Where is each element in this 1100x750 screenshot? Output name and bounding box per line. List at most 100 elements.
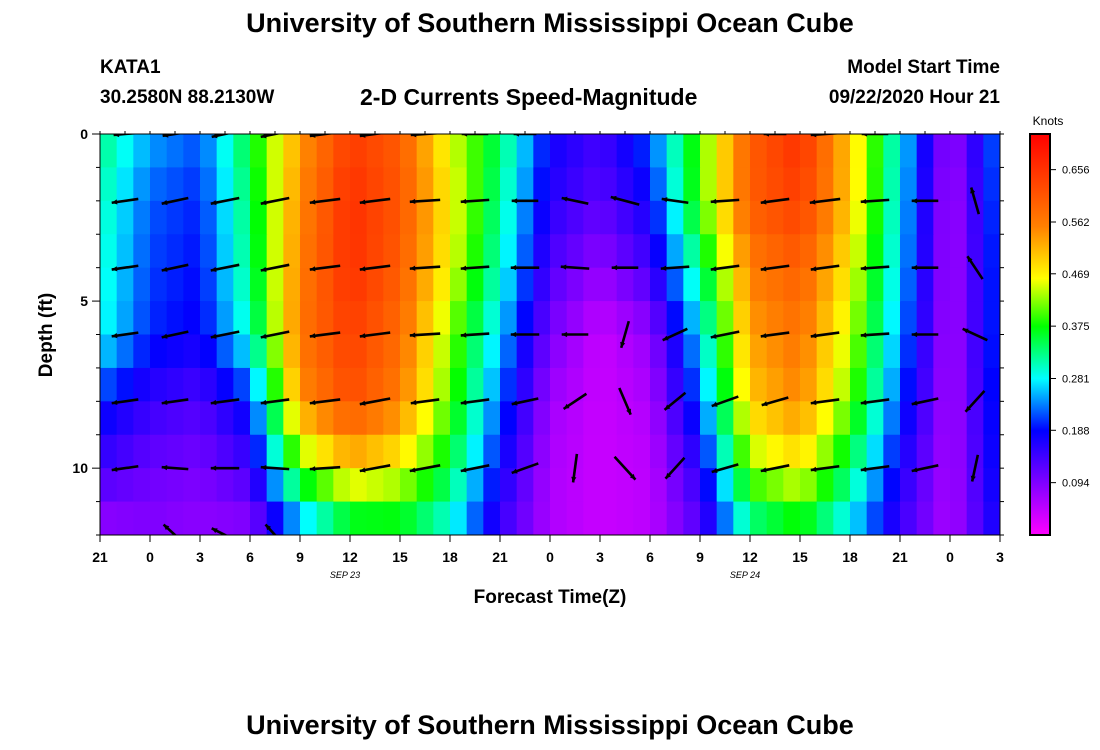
heatmap-cell [116,334,134,369]
current-vector-arrow [966,255,984,280]
heatmap-cell [333,434,351,469]
heatmap-cell [150,134,168,169]
heatmap-cell [766,334,784,369]
current-vector-arrow [161,398,189,406]
heatmap-cell [550,367,568,402]
heatmap-cell [183,167,201,202]
heatmap-cell [833,367,851,402]
heatmap-cell [866,134,884,169]
heatmap-cell [916,267,934,302]
heatmap-cell [833,334,851,369]
current-vector-arrow [211,527,228,535]
heatmap-cell [683,468,701,503]
x-tick-label: 12 [742,549,758,565]
heatmap-cell [916,200,934,235]
heatmap-cell [283,401,301,436]
heatmap-cell [250,267,268,302]
heatmap-cell [550,267,568,302]
heatmap-cell [883,468,901,503]
heatmap-cell [900,234,918,269]
current-vector-arrow [210,263,240,273]
heatmap-cell [650,434,668,469]
heatmap-cell [583,134,601,169]
heatmap-cell [800,501,818,535]
heatmap-cell [483,468,501,503]
heatmap-cell [566,301,584,336]
heatmap-cell [950,501,968,535]
current-vector-arrow [410,134,440,138]
heatmap-cell [250,401,268,436]
heatmap-cell [100,234,118,269]
heatmap-cell [500,334,518,369]
heatmap-cell [333,167,351,202]
heatmap-cell [700,200,718,235]
heatmap-cell [633,468,651,503]
heatmap-cell [633,200,651,235]
heatmap-cell [883,301,901,336]
heatmap-cell [566,501,584,535]
heatmap-cell [366,401,384,436]
heatmap-cell [383,334,401,369]
y-tick-label: 5 [80,293,88,309]
heatmap-cell [433,434,451,469]
heatmap-cell [350,468,368,503]
heatmap-cell [533,167,551,202]
heatmap-cell [983,501,1000,535]
heatmap-cell [150,401,168,436]
heatmap-cell [583,501,601,535]
heatmap-cell [350,267,368,302]
heatmap-cell [966,434,984,469]
heatmap-cells [100,134,1000,535]
heatmap-cell [316,468,334,503]
heatmap-cell [816,200,834,235]
heatmap-cell [800,301,818,336]
heatmap-cell [916,167,934,202]
heatmap-cell [233,134,251,169]
heatmap-cell [666,301,684,336]
heatmap-cell [633,234,651,269]
current-vector-arrow [611,265,639,271]
current-vector-arrow [860,198,890,205]
heatmap-cell [583,200,601,235]
y-axis: 0 5 10 [72,126,1004,536]
heatmap-cell [916,501,934,535]
heatmap-cell [483,401,501,436]
heatmap-cell [216,167,234,202]
heatmap-cell [616,301,634,336]
heatmap-cell [483,267,501,302]
heatmap-cell [233,200,251,235]
heatmap-cell [316,301,334,336]
heatmap-cell [766,401,784,436]
heatmap-cell [950,267,968,302]
heatmap-cell [250,167,268,202]
current-vector-arrow [211,134,232,139]
current-vector-arrow [810,264,840,272]
heatmap-cell [416,167,434,202]
current-vector-arrow [710,198,740,205]
x-tick-label: 21 [92,549,108,565]
heatmap-cell [883,267,901,302]
heatmap-cell [783,301,801,336]
heatmap-cell [600,234,618,269]
heatmap-cell [800,267,818,302]
heatmap-cell [350,367,368,402]
heatmap-cell [650,167,668,202]
current-vector-arrow [561,196,589,205]
heatmap-cell [450,200,468,235]
heatmap-cell [133,200,151,235]
current-vector-arrow [161,464,189,471]
x-tick-label: 21 [892,549,908,565]
heatmap-cell [500,367,518,402]
heatmap-cell [183,468,201,503]
heatmap-cell [783,501,801,535]
heatmap-cell [600,501,618,535]
heatmap-cell [616,267,634,302]
heatmap-cell [116,501,134,535]
y-axis-label: Depth (ft) [36,293,57,377]
heatmap-cell [883,134,901,169]
heatmap-cell [650,367,668,402]
heatmap-cell [100,367,118,402]
heatmap-cell [350,334,368,369]
heatmap-cell [816,267,834,302]
heatmap-cell [450,234,468,269]
